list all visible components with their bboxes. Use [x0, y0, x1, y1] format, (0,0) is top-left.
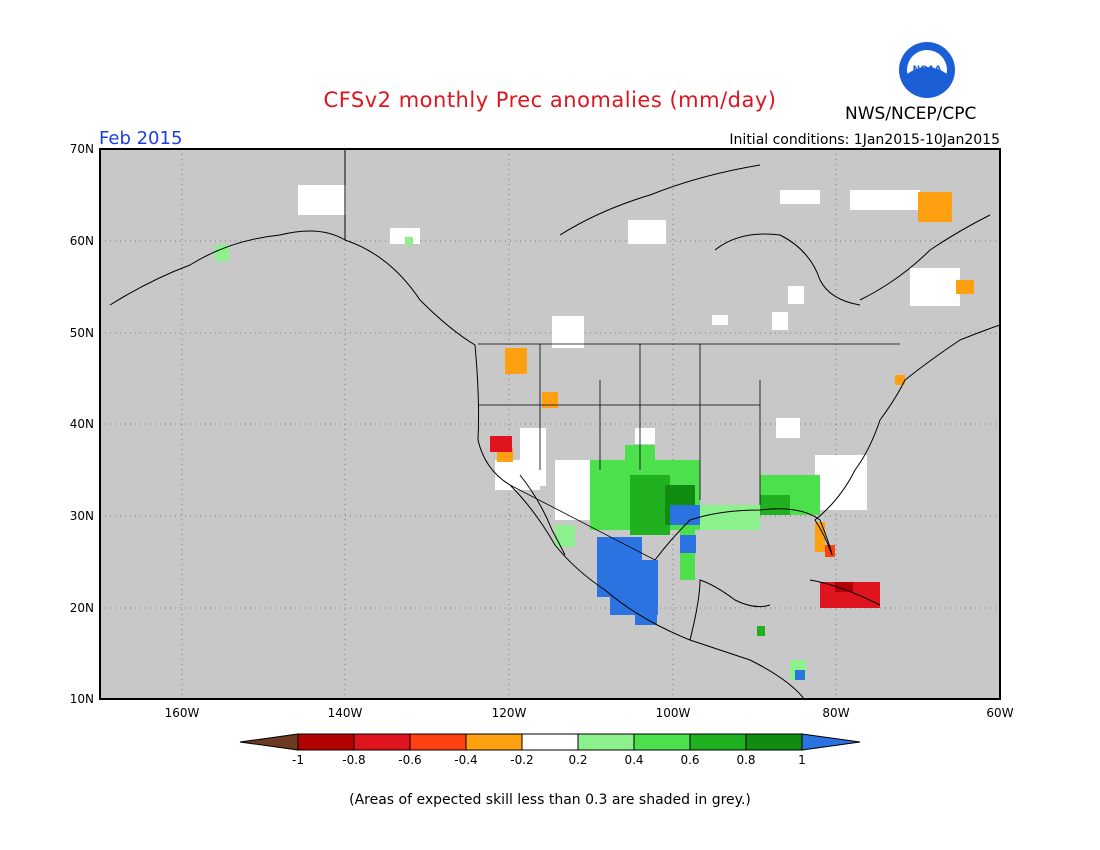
legend-arrow-left — [239, 733, 299, 751]
lat-label: 40N — [70, 417, 94, 431]
legend-tick-label: -0.2 — [510, 753, 533, 767]
legend-tick-label: 0.2 — [568, 753, 587, 767]
legend-arrow-right — [801, 733, 861, 751]
legend-swatch — [353, 733, 411, 751]
legend-swatch — [521, 733, 579, 751]
map-grid — [100, 149, 1000, 699]
lat-label: 60N — [70, 234, 94, 248]
anomaly-white-areas — [298, 185, 960, 520]
legend-tick-label: 1 — [798, 753, 806, 767]
forecast-month: Feb 2015 — [99, 128, 183, 149]
lon-label: 100W — [656, 706, 691, 720]
svg-text:NOAA: NOAA — [913, 65, 942, 75]
legend-swatch — [409, 733, 467, 751]
map-frame — [99, 148, 1001, 700]
anomaly-blue-areas — [597, 505, 805, 680]
anomaly-red-areas — [490, 436, 880, 608]
legend-tick-label: -0.8 — [342, 753, 365, 767]
legend-tick-label: 0.8 — [736, 753, 755, 767]
organization-label: NWS/NCEP/CPC — [845, 104, 977, 124]
lat-label: 30N — [70, 509, 94, 523]
latitude-labels: 70N 60N 50N 40N 30N 20N 10N — [70, 142, 94, 706]
lat-label: 70N — [70, 142, 94, 156]
legend-tick-label: 0.4 — [624, 753, 643, 767]
legend-tick-label: 0.6 — [680, 753, 699, 767]
longitude-labels: 160W 140W 120W 100W 80W 60W — [165, 706, 1014, 720]
lon-label: 60W — [986, 706, 1013, 720]
anomaly-green-areas — [215, 237, 820, 680]
legend-tick-label: -0.4 — [454, 753, 477, 767]
lat-label: 10N — [70, 692, 94, 706]
map-background — [100, 149, 1000, 699]
legend-swatch — [465, 733, 523, 751]
anomaly-orange-areas — [497, 192, 974, 552]
lon-label: 80W — [822, 706, 849, 720]
noaa-logo: NOAA — [897, 40, 957, 104]
legend-swatch — [689, 733, 747, 751]
legend-tick-label: -1 — [292, 753, 304, 767]
lat-label: 50N — [70, 326, 94, 340]
chart-title: CFSv2 monthly Prec anomalies (mm/day) — [323, 88, 777, 112]
legend-tick-label: -0.6 — [398, 753, 421, 767]
lon-label: 140W — [328, 706, 363, 720]
lon-label: 120W — [492, 706, 527, 720]
lat-label: 20N — [70, 601, 94, 615]
skill-footnote: (Areas of expected skill less than 0.3 a… — [349, 792, 751, 808]
legend-swatch — [577, 733, 635, 751]
initial-conditions: Initial conditions: 1Jan2015-10Jan2015 — [729, 132, 1000, 148]
color-legend — [239, 733, 861, 751]
lon-label: 160W — [165, 706, 200, 720]
state-borders — [478, 343, 900, 561]
legend-swatch — [633, 733, 691, 751]
coastlines — [109, 149, 1001, 701]
legend-swatch — [297, 733, 355, 751]
legend-swatch — [745, 733, 803, 751]
legend-tick-labels: -1 -0.8 -0.6 -0.4 -0.2 0.2 0.4 0.6 0.8 1 — [292, 753, 806, 767]
